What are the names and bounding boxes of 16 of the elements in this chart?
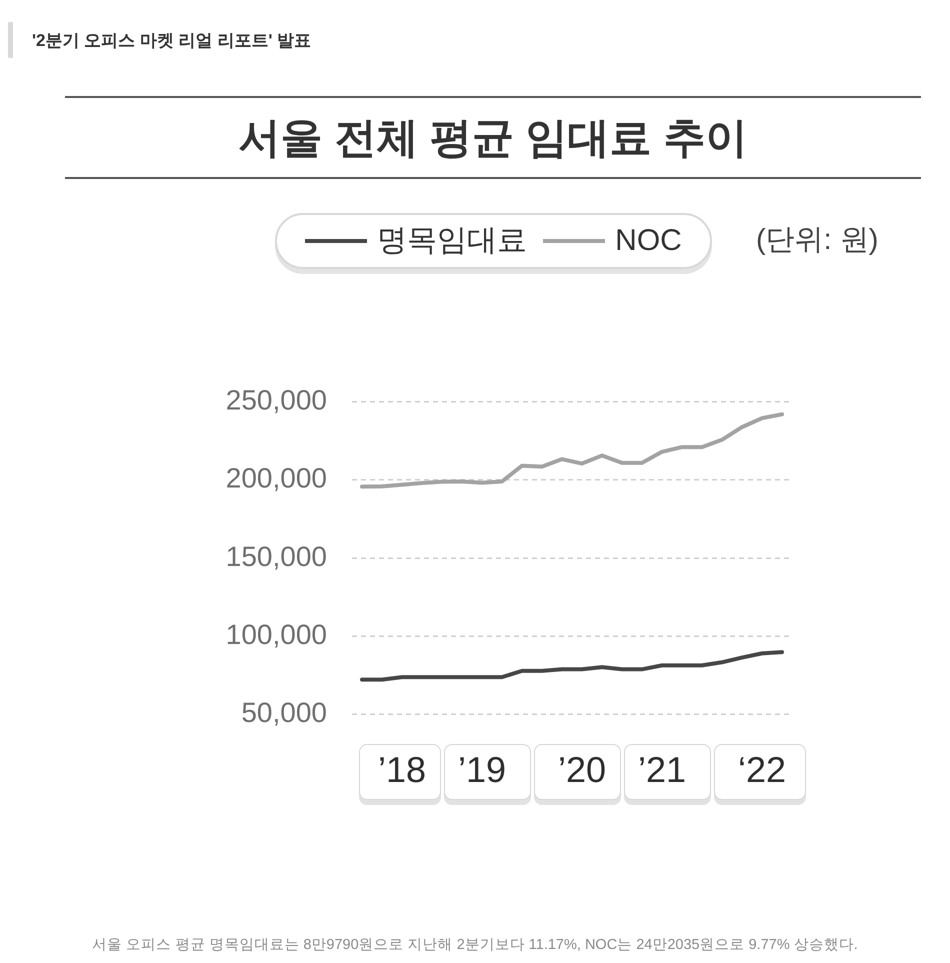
y-tick-label: 150,000 — [226, 540, 327, 572]
x-tick-label: ’18 — [378, 748, 426, 790]
x-tick-label: ’21 — [638, 748, 686, 790]
y-tick-label: 250,000 — [226, 384, 327, 416]
x-tick-label: ‘22 — [738, 748, 786, 790]
y-tick-label: 100,000 — [226, 618, 327, 650]
x-tick-label: ’20 — [558, 748, 606, 790]
x-tick-label: ’19 — [458, 748, 506, 790]
y-tick-label: 200,000 — [226, 462, 327, 494]
text: '2분기 오피스 마켓 리얼 리포트' 발표 — [32, 30, 312, 52]
text: 서울 오피스 평균 명목임대료는 8만9790원으로 지난해 2분기보다 11.17%, NOC는 24만2035원으로 9.77% 상승했다. — [91, 936, 859, 954]
chart-title: 서울 전체 평균 임대료 추이 — [238, 113, 748, 163]
legend-label: NOC — [615, 223, 682, 259]
y-axis-title: (단위: 원) — [756, 223, 878, 258]
legend-label: 명목임대료 — [377, 223, 528, 259]
y-tick-label: 50,000 — [241, 697, 327, 728]
